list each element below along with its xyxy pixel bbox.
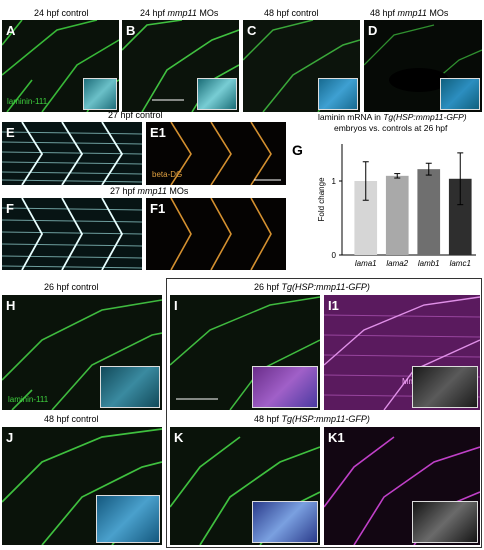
bar-lama1 [354,181,378,255]
inset-I1 [412,366,478,408]
panel-E-image [2,122,142,185]
title-K: 48 hpf Tg(HSP:mmp11-GFP) [254,414,370,424]
letter-F1: F1 [150,201,166,216]
panel-E: E [2,122,142,185]
panel-F: F [2,198,142,270]
inset-K1 [412,501,478,543]
letter-I1: I1 [328,298,339,313]
title-F: 27 hpf mmp11 MOs [110,186,189,196]
y-axis-label: Fold change [317,177,326,222]
inset-H [100,366,160,408]
bar-chart-svg: 0 1 Fold change lama1 lama2 lamb1 lamc1 [317,144,476,268]
panel-A: A laminin-111 [2,20,119,112]
panel-E1: E1 beta-DG [146,122,286,185]
letter-F: F [6,201,14,216]
bar-lama2 [385,175,409,255]
x-tick-label-lamb1: lamb1 [418,259,440,268]
panel-F1: F1 [146,198,286,270]
panel-D-image [364,24,482,92]
bar-lamb1 [417,169,441,255]
letter-A: A [6,23,16,38]
title-I: 26 hpf Tg(HSP:mmp11-GFP) [254,282,370,292]
inset-K [252,501,318,543]
title-A: 24 hpf control [34,8,89,18]
letter-H: H [6,298,16,313]
stain-H: laminin-111 [8,395,49,404]
title-J: 48 hpf control [44,414,99,424]
inset-J [96,495,160,543]
letter-E1: E1 [150,125,166,140]
panel-E1-image [170,122,281,185]
x-tick-label-lama2: lama2 [386,259,408,268]
inset-A [83,78,117,110]
letter-I: I [174,298,178,313]
panel-I: I [170,295,320,410]
panel-J: J [2,427,162,545]
bar-lamc1 [448,178,472,255]
title-B: 24 hpf mmp11 MOs [140,8,219,18]
title-E: 27 hpf control [108,110,163,120]
panel-K1: K1 [324,427,480,545]
chart-title-line1: laminin mRNA in Tg(HSP:mmp11-GFP) [318,112,467,122]
letter-C: C [247,23,257,38]
stain-A: laminin-111 [7,97,48,106]
letter-K: K [174,430,184,445]
panel-F1-image [170,198,272,270]
panel-D: D [364,20,482,112]
letter-J: J [6,430,14,445]
panel-H: H laminin-111 [2,295,162,410]
x-tick-label-lamc1: lamc1 [450,259,471,268]
inset-B [197,78,237,110]
chart-title-line2: embryos vs. controls at 26 hpf [334,123,448,133]
stain-E1: beta-DG [152,170,183,179]
y-tick-label-1: 1 [332,177,337,186]
letter-B: B [126,23,136,38]
letter-E: E [6,125,15,140]
y-tick-label-0: 0 [332,251,337,260]
title-H: 26 hpf control [44,282,99,292]
x-tick-label-lama1: lama1 [355,259,377,268]
panel-H-image [2,299,162,410]
letter-D: D [368,23,378,38]
panel-B: B [122,20,239,112]
inset-D [440,78,480,110]
chart-G: G laminin mRNA in Tg(HSP:mmp11-GFP) embr… [290,112,484,277]
panel-C: C [243,20,360,112]
title-C: 48 hpf control [264,8,319,18]
inset-C [318,78,358,110]
panel-F-image [2,198,142,270]
panel-K: K [170,427,320,545]
letter-K1: K1 [328,430,345,445]
inset-I [252,366,318,408]
panel-I1: I1 Mmp11-GFP [324,295,480,410]
tg-frame [166,278,482,548]
letter-G: G [292,142,303,158]
title-D: 48 hpf mmp11 MOs [370,8,449,18]
